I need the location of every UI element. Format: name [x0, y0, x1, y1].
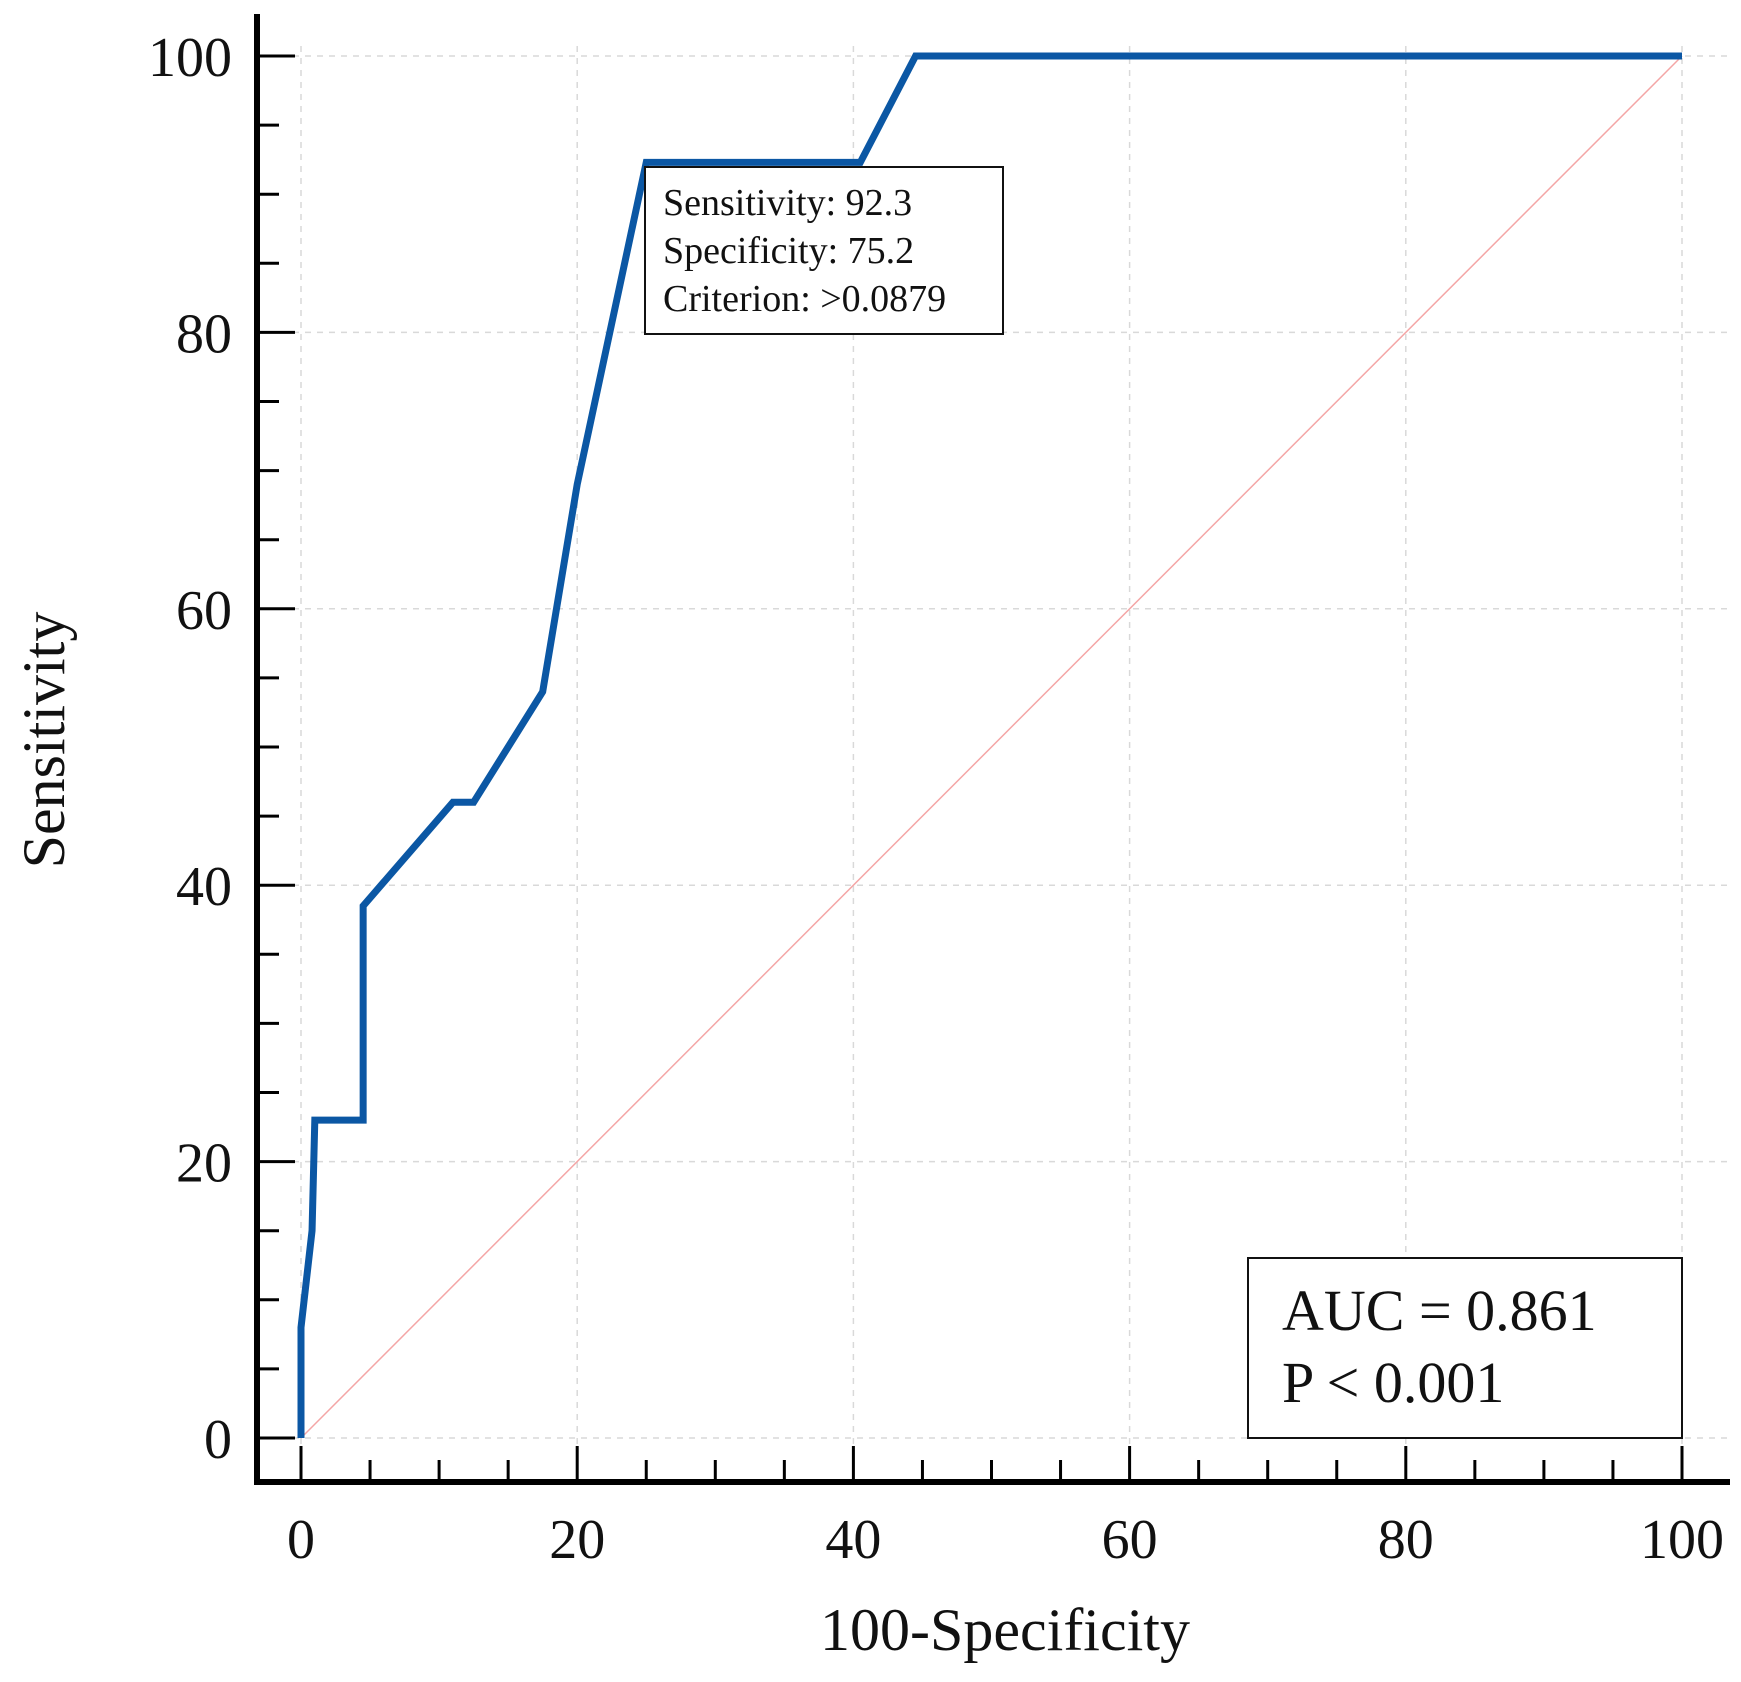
x-tick-label-60: 60 [1102, 1509, 1158, 1571]
reference-diagonal-line [300, 55, 1683, 1439]
y-tick-label-0: 0 [204, 1409, 232, 1471]
roc-curve-line [297, 52, 1682, 1438]
x-tick-label-40: 40 [825, 1509, 881, 1571]
x-tick-labels: 0 20 40 60 80 100 [287, 1509, 1724, 1571]
x-tick-label-0: 0 [287, 1509, 315, 1571]
x-tick-label-100: 100 [1640, 1509, 1724, 1571]
auc-box-frame [1247, 1257, 1683, 1439]
y-tick-label-40: 40 [176, 856, 232, 918]
roc-curve-layer [297, 52, 1682, 1438]
y-tick-label-80: 80 [176, 303, 232, 365]
criterion-specificity: Specificity: 75.2 [663, 230, 914, 272]
auc-value: AUC = 0.861 [1282, 1278, 1597, 1343]
criterion-box-frame [644, 166, 1004, 335]
auc-annotation: AUC = 0.861 P < 0.001 [1247, 1257, 1683, 1439]
criterion-annotation: Sensitivity: 92.3 Specificity: 75.2 Crit… [644, 166, 1004, 335]
criterion-sensitivity: Sensitivity: 92.3 [663, 182, 912, 224]
y-tick-label-20: 20 [176, 1133, 232, 1195]
x-axis-title: 100-Specificity [820, 1597, 1190, 1663]
y-tick-label-60: 60 [176, 580, 232, 642]
y-axis-title: Sensitivity [11, 612, 77, 869]
y-tick-labels: 0 20 40 60 80 100 [148, 27, 232, 1471]
y-tick-label-100: 100 [148, 27, 232, 89]
axes [254, 14, 1730, 1485]
x-tick-label-20: 20 [549, 1509, 605, 1571]
reference-line-layer [300, 55, 1683, 1439]
x-tick-label-80: 80 [1378, 1509, 1434, 1571]
p-value: P < 0.001 [1282, 1350, 1504, 1415]
criterion-threshold: Criterion: >0.0879 [663, 278, 946, 320]
